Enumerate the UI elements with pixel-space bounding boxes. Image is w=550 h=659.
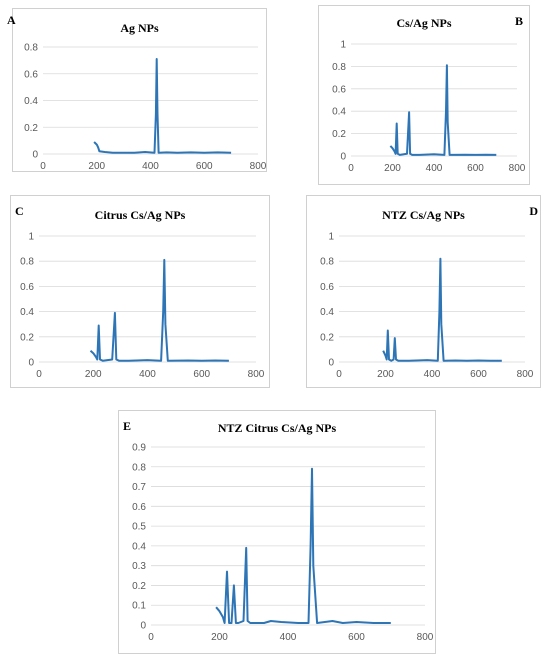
y-tick-label: 0 xyxy=(140,621,146,632)
y-tick-label: 0 xyxy=(28,358,34,369)
y-tick-label: 0 xyxy=(340,152,346,163)
x-tick-label: 600 xyxy=(193,369,210,380)
y-tick-label: 0.2 xyxy=(24,123,38,134)
x-tick-label: 0 xyxy=(148,632,154,643)
y-tick-label: 0.6 xyxy=(20,282,34,293)
y-tick-label: 0.4 xyxy=(320,307,334,318)
x-tick-label: 0 xyxy=(336,369,342,380)
x-tick-label: 200 xyxy=(85,369,102,380)
x-tick-label: 200 xyxy=(88,161,105,172)
x-tick-label: 400 xyxy=(280,632,297,643)
series-line xyxy=(89,258,229,362)
x-tick-label: 0 xyxy=(36,369,42,380)
chart-panel-b: B Cs/Ag NPs 0 0.2 0.4 0.6 0.8 1 0 200 400 600 800 xyxy=(318,5,530,185)
series-line xyxy=(389,64,497,156)
x-tick-label: 0 xyxy=(40,161,46,172)
chart-plot: 0 0.2 0.4 0.6 0.8 0 200 400 600 800 xyxy=(24,43,267,173)
y-tick-label: 1 xyxy=(28,232,34,243)
y-tick-label: 0.8 xyxy=(320,257,334,268)
panel-letter: E xyxy=(123,419,132,433)
y-tick-label: 0.8 xyxy=(20,257,34,268)
x-tick-label: 800 xyxy=(509,163,526,174)
x-tick-label: 200 xyxy=(377,369,394,380)
x-tick-label: 200 xyxy=(384,163,401,174)
y-tick-label: 1 xyxy=(340,40,346,51)
y-tick-label: 0 xyxy=(32,150,38,161)
y-tick-label: 0.8 xyxy=(332,62,346,73)
y-tick-label: 0.4 xyxy=(20,307,34,318)
series-line xyxy=(382,257,502,362)
x-tick-label: 600 xyxy=(467,163,484,174)
x-tick-label: 800 xyxy=(248,369,265,380)
y-tick-label: 0.1 xyxy=(132,601,146,612)
y-tick-label: 0.9 xyxy=(132,443,146,454)
x-tick-label: 200 xyxy=(211,632,228,643)
chart-plot: 0 0.2 0.4 0.6 0.8 1 0 200 400 600 800 xyxy=(332,40,526,175)
series-line xyxy=(93,58,232,154)
chart-panel-c: C Citrus Cs/Ag NPs 0 0.2 0.4 0.6 0.8 1 0 200 400… xyxy=(10,195,270,388)
y-tick-label: 0.4 xyxy=(332,107,346,118)
chart-panel-e: E NTZ Citrus Cs/Ag NPs 0 0.1 0.2 0.3 0.4 0.5 0… xyxy=(118,410,436,654)
x-tick-label: 800 xyxy=(250,161,267,172)
panel-letter: D xyxy=(529,204,538,218)
y-tick-label: 0.2 xyxy=(320,332,334,343)
x-tick-label: 400 xyxy=(142,161,159,172)
x-tick-label: 400 xyxy=(426,163,443,174)
y-tick-label: 0.5 xyxy=(132,522,146,533)
y-tick-label: 1 xyxy=(328,232,334,243)
panel-letter: B xyxy=(514,14,523,28)
chart-title: Ag NPs xyxy=(120,21,159,35)
chart-title: NTZ Cs/Ag NPs xyxy=(382,208,465,222)
chart-plot: 0 0.2 0.4 0.6 0.8 1 0 200 400 600 800 xyxy=(320,232,534,381)
y-tick-label: 0.2 xyxy=(20,332,34,343)
y-tick-label: 0.4 xyxy=(24,96,38,107)
y-tick-label: 0.7 xyxy=(132,482,146,493)
chart-plot: 0 0.1 0.2 0.3 0.4 0.5 0.6 0.7 0.8 0.9 0 200 400 600 80… xyxy=(132,443,434,644)
x-tick-label: 0 xyxy=(348,163,354,174)
y-tick-label: 0.8 xyxy=(24,43,38,54)
y-tick-label: 0.6 xyxy=(332,84,346,95)
x-tick-label: 400 xyxy=(139,369,156,380)
y-tick-label: 0.8 xyxy=(132,462,146,473)
chart-title: NTZ Citrus Cs/Ag NPs xyxy=(217,421,337,435)
panel-letter: A xyxy=(7,13,16,27)
y-tick-label: 0.6 xyxy=(320,282,334,293)
y-tick-label: 0.4 xyxy=(132,541,146,552)
y-tick-label: 0.6 xyxy=(132,502,146,513)
y-tick-label: 0.3 xyxy=(132,561,146,572)
chart-plot: 0 0.2 0.4 0.6 0.8 1 0 200 400 600 800 xyxy=(20,232,265,381)
chart-panel-d: D NTZ Cs/Ag NPs 0 0.2 0.4 0.6 0.8 1 0 200 400 600… xyxy=(306,195,541,388)
x-tick-label: 800 xyxy=(517,369,534,380)
y-tick-label: 0.2 xyxy=(132,581,146,592)
x-tick-label: 600 xyxy=(348,632,365,643)
y-tick-label: 0 xyxy=(328,358,334,369)
chart-panel-a: A Ag NPs 0 0.2 0.4 0.6 0.8 0 200 400 600 800 xyxy=(7,8,267,173)
x-tick-label: 600 xyxy=(470,369,487,380)
x-tick-label: 400 xyxy=(424,369,441,380)
chart-title: Cs/Ag NPs xyxy=(396,16,452,30)
y-tick-label: 0.6 xyxy=(24,69,38,80)
series-line xyxy=(215,467,391,624)
x-tick-label: 800 xyxy=(417,632,434,643)
panel-letter: C xyxy=(15,204,24,218)
y-tick-label: 0.2 xyxy=(332,129,346,140)
chart-title: Citrus Cs/Ag NPs xyxy=(94,208,186,222)
x-tick-label: 600 xyxy=(196,161,213,172)
